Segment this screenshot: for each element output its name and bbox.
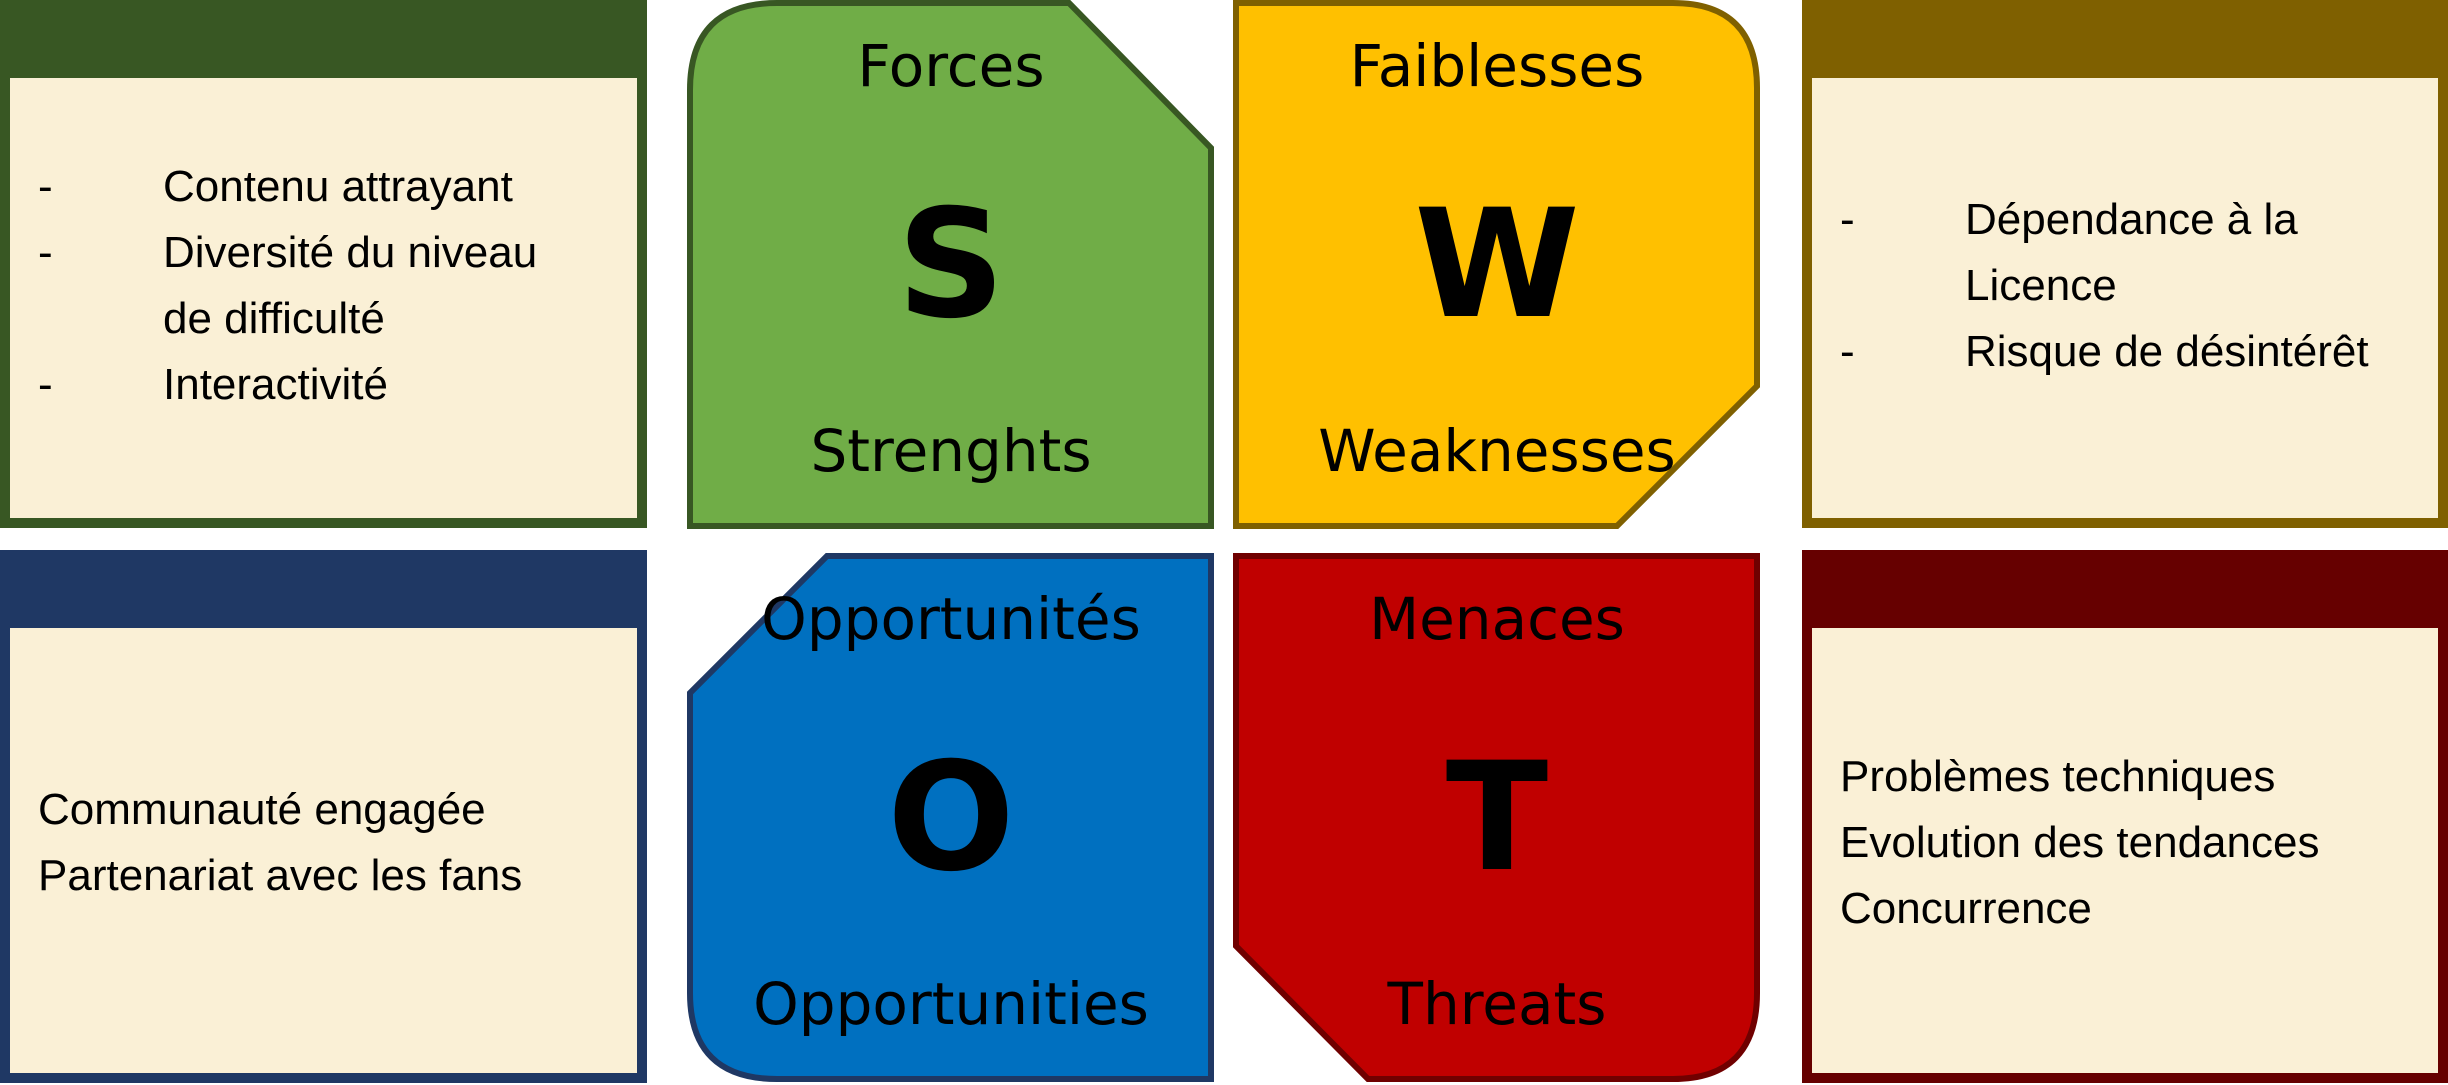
- strengths-item-text: Interactivité: [163, 360, 388, 409]
- opportunities-letter: O: [887, 731, 1015, 905]
- threats-english-title: Threats: [1387, 970, 1607, 1038]
- threats-letter: T: [1445, 731, 1549, 905]
- threats-list-item: Evolution des tendances: [1840, 818, 2320, 867]
- weaknesses-list-item: - Dépendance à la Licence: [1840, 187, 2385, 319]
- weaknesses-french-title: Faiblesses: [1349, 32, 1645, 100]
- weaknesses-english-title: Weaknesses: [1318, 417, 1676, 485]
- strengths-list-item: - Interactivité: [38, 352, 627, 418]
- opportunities-list-item: Partenariat avec les fans: [38, 851, 523, 900]
- strengths-letter: S: [896, 178, 1006, 352]
- weaknesses-card-header-band: [1802, 0, 2448, 78]
- weaknesses-letter: W: [1414, 178, 1580, 352]
- strengths-list: - Contenu attrayant - Diversité du nivea…: [38, 154, 627, 418]
- bullet-dash: -: [1840, 195, 1855, 244]
- strengths-list-item: - Contenu attrayant: [38, 154, 583, 220]
- weaknesses-quadrant: Faiblesses W Weaknesses: [1233, 0, 1761, 532]
- threats-french-title: Menaces: [1369, 585, 1625, 653]
- opportunities-english-title: Opportunities: [753, 970, 1149, 1038]
- strengths-english-title: Strenghts: [810, 417, 1092, 485]
- bullet-dash: -: [38, 228, 53, 277]
- strengths-quadrant-shape: [687, 0, 1214, 529]
- weaknesses-item-text: Risque de désintérêt: [1965, 327, 2369, 376]
- threats-list: Problèmes techniques Evolution des tenda…: [1840, 744, 2428, 942]
- strengths-item-text: Contenu attrayant: [163, 162, 513, 211]
- strengths-card-header-band: [0, 0, 647, 78]
- opportunities-quadrant: Opportunités O Opportunities: [687, 553, 1215, 1085]
- strengths-list-item: - Diversité du niveau de difficulté: [38, 220, 553, 352]
- opportunities-quadrant-shape: [687, 553, 1214, 1082]
- threats-quadrant-shape: [1233, 553, 1760, 1082]
- weaknesses-quadrant-shape: [1233, 0, 1760, 529]
- strengths-quadrant: Forces S Strenghts: [687, 0, 1215, 532]
- weaknesses-list: - Dépendance à la Licence - Risque de dé…: [1840, 187, 2428, 385]
- weaknesses-card: - Dépendance à la Licence - Risque de dé…: [1802, 0, 2448, 528]
- threats-card: Problèmes techniques Evolution des tenda…: [1802, 550, 2448, 1083]
- opportunities-card-header-band: [0, 550, 647, 628]
- opportunities-card: Communauté engagée Partenariat avec les …: [0, 550, 647, 1083]
- bullet-dash: -: [38, 162, 53, 211]
- opportunities-list-item: Communauté engagée: [38, 785, 486, 834]
- weaknesses-item-text: Dépendance à la Licence: [1965, 195, 2298, 310]
- opportunities-french-title: Opportunités: [761, 585, 1141, 653]
- opportunities-list: Communauté engagée Partenariat avec les …: [38, 777, 627, 909]
- strengths-french-title: Forces: [857, 32, 1045, 100]
- threats-list-item: Problèmes techniques: [1840, 752, 2276, 801]
- weaknesses-list-item: - Risque de désintérêt: [1840, 319, 2428, 385]
- bullet-dash: -: [38, 360, 53, 409]
- threats-list-item: Concurrence: [1840, 884, 2092, 933]
- threats-card-header-band: [1802, 550, 2448, 628]
- strengths-card: - Contenu attrayant - Diversité du nivea…: [0, 0, 647, 528]
- threats-quadrant: Menaces T Threats: [1233, 553, 1761, 1085]
- strengths-item-text: Diversité du niveau de difficulté: [163, 228, 538, 343]
- bullet-dash: -: [1840, 327, 1855, 376]
